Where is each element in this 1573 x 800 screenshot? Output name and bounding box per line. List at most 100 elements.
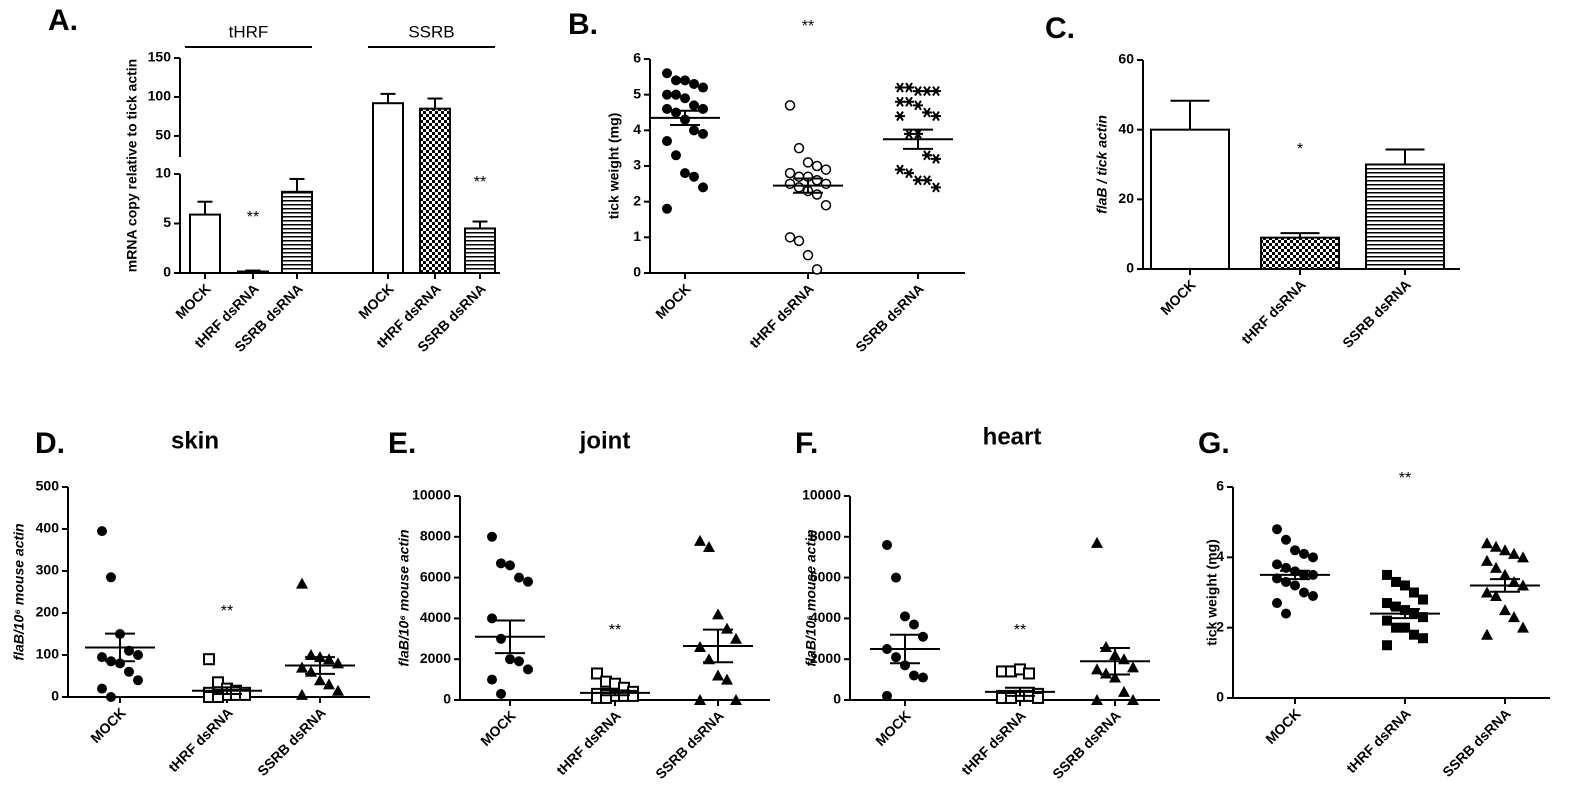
point: [1281, 534, 1291, 545]
point: [1382, 598, 1392, 609]
point: [712, 608, 724, 620]
point: [1091, 663, 1103, 675]
point: [1382, 569, 1392, 580]
point: [698, 82, 708, 93]
point: [1299, 587, 1309, 598]
point: [332, 684, 344, 696]
bar: [1365, 163, 1445, 270]
point: [1290, 545, 1300, 556]
point: [496, 688, 506, 699]
y-tick-label: 50: [155, 127, 171, 143]
bar: [237, 270, 269, 275]
point: [1508, 611, 1520, 623]
point: [1490, 561, 1502, 573]
point: [909, 670, 919, 681]
point: [904, 82, 914, 93]
point: [1481, 554, 1493, 566]
y-tick-label: 20: [1118, 190, 1134, 206]
point: [97, 652, 107, 663]
point: [1418, 612, 1428, 623]
point: [1290, 580, 1300, 591]
point: [922, 107, 932, 118]
point: [891, 572, 901, 583]
y-tick-label: 0: [1216, 689, 1224, 705]
point: [793, 235, 805, 247]
point: [1418, 594, 1428, 605]
point: [212, 691, 224, 703]
point: [1272, 573, 1282, 584]
x-tick-label: MOCK: [1157, 276, 1199, 318]
point: [931, 153, 941, 164]
point: [296, 661, 308, 673]
y-tick-label: 8000: [810, 528, 841, 544]
point: [514, 656, 524, 667]
x-tick-label: MOCK: [355, 280, 397, 322]
point: [1499, 604, 1511, 616]
point: [820, 199, 832, 211]
y-tick-label: 0: [633, 264, 641, 280]
panel-label: G.: [1198, 427, 1230, 460]
point: [296, 688, 308, 700]
y-tick-label: 10: [155, 165, 171, 181]
point: [1391, 601, 1401, 612]
point: [922, 86, 932, 97]
point: [1481, 537, 1493, 549]
significance: *: [1297, 141, 1303, 158]
y-tick-label: 2000: [420, 650, 451, 666]
point: [671, 89, 681, 100]
point: [1481, 628, 1493, 640]
group-label: SSRB: [408, 22, 454, 41]
point: [712, 669, 724, 681]
point: [671, 75, 681, 86]
y-tick-label: 400: [36, 520, 60, 536]
y-tick-label: 5: [163, 214, 171, 230]
point: [1272, 559, 1282, 570]
point: [689, 100, 699, 111]
point: [895, 82, 905, 93]
point: [904, 128, 914, 139]
y-tick-label: 5: [633, 85, 641, 101]
point: [1118, 685, 1130, 697]
point: [931, 86, 941, 97]
point: [305, 649, 317, 660]
point: [882, 690, 892, 701]
point: [1499, 568, 1511, 580]
point: [694, 694, 706, 705]
point: [1299, 548, 1309, 559]
point: [662, 68, 672, 79]
y-axis-label: mRNA copy relative to tick actin: [124, 59, 140, 272]
x-tick-label: MOCK: [87, 704, 129, 746]
point: [1391, 576, 1401, 587]
point: [694, 534, 706, 546]
point: [721, 673, 733, 685]
point: [487, 674, 497, 685]
point: [811, 160, 823, 172]
point: [106, 692, 116, 702]
point: [671, 107, 681, 118]
point: [133, 650, 143, 660]
point: [784, 167, 796, 179]
point: [913, 86, 923, 97]
point: [523, 576, 533, 587]
x-tick-label: MOCK: [172, 280, 214, 322]
point: [1508, 547, 1520, 559]
bar: [1260, 236, 1340, 270]
point: [124, 666, 134, 677]
significance: **: [247, 209, 259, 226]
point: [97, 526, 107, 537]
y-tick-label: 0: [163, 264, 171, 280]
bar: [372, 102, 404, 274]
point: [1499, 544, 1511, 556]
x-tick-label: SSRB dsRNA: [852, 280, 927, 355]
x-tick-label: tHRF dsRNA: [165, 704, 236, 775]
bar: [281, 190, 313, 275]
y-tick-label: 0: [1126, 260, 1134, 276]
panel-label: E.: [388, 427, 416, 460]
chart-title: joint: [579, 427, 631, 454]
point: [1272, 598, 1282, 609]
point: [909, 619, 919, 630]
point: [523, 664, 533, 675]
point: [784, 232, 796, 243]
point: [703, 541, 715, 552]
y-tick-label: 0: [443, 691, 451, 707]
